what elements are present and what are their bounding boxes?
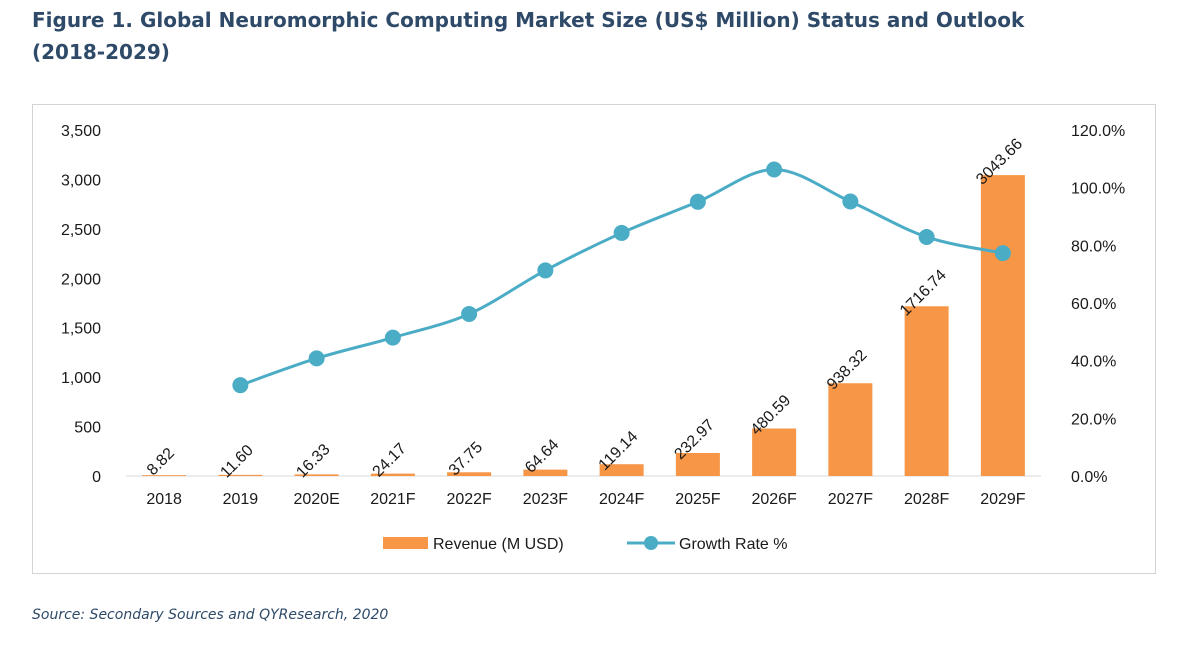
revenue-bar	[904, 306, 949, 476]
revenue-bar	[599, 464, 644, 476]
growth-rate-point	[613, 224, 630, 241]
y-left-tick-label: 1,000	[61, 370, 101, 387]
revenue-bar	[370, 473, 415, 476]
revenue-bar	[828, 383, 873, 476]
growth-rate-point	[918, 228, 935, 245]
combo-chart: 0 500 1,000 1,500 2,000 2,500 3,000 3,500 0.0% 2…	[61, 123, 1125, 553]
legend: Revenue (M USD) Growth Rate %	[383, 536, 787, 553]
x-tick-label: 2028F	[904, 491, 950, 508]
revenue-bar	[142, 475, 187, 476]
x-tick-label: 2027F	[828, 491, 874, 508]
growth-rate-point	[232, 377, 249, 394]
figure-title: Figure 1. Global Neuromorphic Computing …	[32, 4, 1132, 68]
revenue-bar	[294, 474, 339, 476]
revenue-bar	[447, 472, 492, 476]
legend-growth-marker	[644, 536, 658, 550]
x-tick-label: 2018	[146, 491, 182, 508]
x-tick-label: 2019	[223, 491, 259, 508]
revenue-bar	[523, 469, 568, 476]
growth-rate-point	[994, 245, 1011, 262]
growth-rate-path	[239, 168, 1004, 387]
y-right-tick-label: 20.0%	[1071, 411, 1116, 428]
y-right-tick-label: 80.0%	[1071, 238, 1116, 255]
growth-rate-point	[384, 329, 401, 346]
x-tick-label: 2021F	[370, 491, 416, 508]
x-tick-label: 2026F	[751, 491, 797, 508]
growth-rate-point	[842, 193, 859, 210]
revenue-bars	[142, 175, 1025, 476]
y-left-tick-label: 500	[74, 420, 101, 437]
x-tick-label: 2022F	[446, 491, 492, 508]
revenue-bar	[752, 428, 797, 476]
x-tick-label: 2029F	[980, 491, 1026, 508]
revenue-data-label: 8.82	[144, 445, 178, 479]
legend-revenue-label: Revenue (M USD)	[433, 536, 564, 553]
y-left-tick-label: 0	[92, 469, 101, 486]
figure-title-line2: (2018-2029)	[32, 40, 170, 64]
figure-title-line1: Figure 1. Global Neuromorphic Computing …	[32, 8, 1025, 32]
growth-rate-point	[461, 305, 478, 322]
growth-rate-line	[232, 161, 1011, 394]
revenue-bar	[675, 452, 720, 476]
y-right-tick-label: 40.0%	[1071, 354, 1116, 371]
growth-rate-point	[766, 161, 783, 178]
y-right-tick-label: 60.0%	[1071, 296, 1116, 313]
revenue-data-labels: 8.82 11.60 16.33 24.17 37.75 64.64 119.14 232.9…	[144, 135, 1026, 481]
growth-rate-point	[537, 262, 554, 279]
y-left-tick-label: 3,500	[61, 123, 101, 140]
revenue-bar	[980, 175, 1025, 476]
revenue-bar	[218, 474, 263, 476]
left-axis: 0 500 1,000 1,500 2,000 2,500 3,000 3,500	[61, 123, 101, 486]
y-right-tick-label: 120.0%	[1071, 123, 1125, 140]
y-left-tick-label: 2,000	[61, 271, 101, 288]
x-tick-label: 2020E	[293, 491, 339, 508]
x-tick-label: 2023F	[523, 491, 569, 508]
y-left-tick-label: 2,500	[61, 222, 101, 239]
y-right-tick-label: 100.0%	[1071, 181, 1125, 198]
x-tick-label: 2024F	[599, 491, 645, 508]
x-tick-label: 2025F	[675, 491, 721, 508]
y-right-tick-label: 0.0%	[1071, 469, 1107, 486]
right-axis: 0.0% 20.0% 40.0% 60.0% 80.0% 100.0% 120.0%	[1071, 123, 1125, 486]
y-left-tick-label: 1,500	[61, 321, 101, 338]
x-axis: 2018 2019 2020E 2021F 2022F 2023F 2024F 2025F 20…	[146, 491, 1025, 508]
y-left-tick-label: 3,000	[61, 172, 101, 189]
legend-growth-label: Growth Rate %	[679, 536, 787, 553]
growth-rate-point	[689, 193, 706, 210]
chart-frame: 0 500 1,000 1,500 2,000 2,500 3,000 3,500 0.0% 2…	[32, 104, 1156, 574]
source-note: Source: Secondary Sources and QYResearch…	[32, 607, 389, 623]
growth-rate-point	[308, 350, 325, 367]
legend-revenue-swatch	[383, 537, 428, 549]
